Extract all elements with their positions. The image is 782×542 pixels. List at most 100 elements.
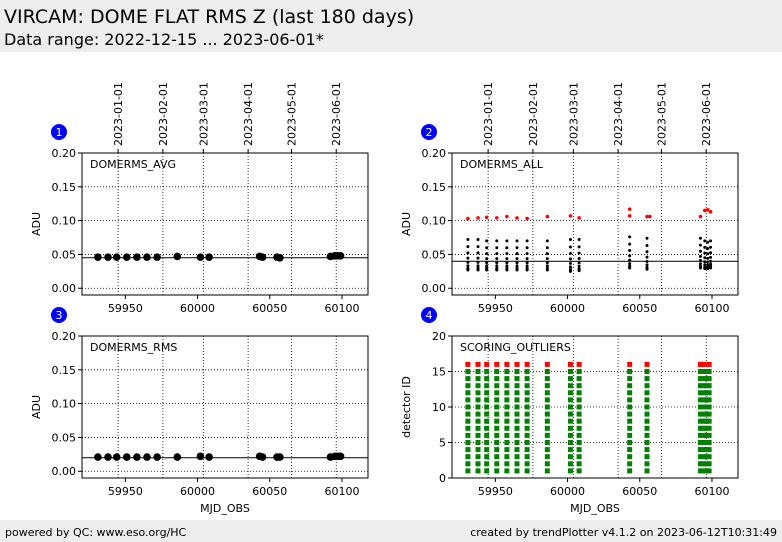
x-tick-label: 60050	[252, 485, 287, 498]
y-tick-label: 0.15	[422, 181, 447, 194]
detector-marker-good	[484, 468, 490, 474]
detector-marker-good	[697, 369, 703, 374]
detector-marker-good	[706, 418, 712, 424]
detector-marker-outlier	[706, 361, 712, 367]
data-point	[94, 453, 102, 461]
detector-marker-good	[494, 397, 500, 403]
detector-marker-good	[706, 454, 712, 460]
data-point	[476, 238, 480, 242]
x-tick-label: 59950	[108, 302, 143, 315]
data-point	[495, 246, 499, 250]
data-point	[258, 253, 267, 261]
date-tick-label: 2023-02-01	[527, 82, 540, 146]
detector-marker-good	[484, 454, 490, 460]
x-tick-label: 60050	[252, 302, 287, 315]
y-tick-label: 5	[439, 437, 446, 450]
data-point	[476, 245, 480, 249]
detector-marker-good	[644, 383, 650, 389]
detector-marker-good	[475, 447, 481, 453]
detector-marker-good	[484, 461, 490, 467]
detector-marker-good	[576, 440, 582, 445]
chart-panel-2: 0.00 0.05 0.10 0.15 0.20 59950 60000 60050 60100…	[400, 82, 739, 315]
chart-panel-3: 0.00 0.05 0.10 0.15 0.20 59950 60000 60050 60100…	[30, 307, 369, 515]
detector-marker-good	[544, 468, 550, 474]
detector-marker-good	[544, 369, 550, 374]
data-point	[515, 264, 519, 268]
detector-marker-good	[475, 404, 481, 410]
detector-marker-good	[524, 418, 530, 424]
detector-marker-good	[567, 425, 573, 431]
data-point	[698, 243, 702, 247]
detector-marker-good	[706, 376, 712, 382]
detector-marker-good	[706, 468, 712, 474]
x-tick-label: 60100	[325, 485, 360, 498]
data-point	[505, 246, 509, 250]
detector-marker-good	[524, 468, 530, 474]
data-point	[706, 240, 710, 244]
data-point	[495, 252, 499, 256]
detector-marker-good	[576, 383, 582, 389]
detector-marker-good	[627, 383, 633, 389]
data-point	[703, 265, 707, 269]
detector-marker-good	[544, 411, 550, 417]
data-point	[709, 262, 713, 266]
detector-marker-good	[465, 404, 471, 410]
detector-marker-good	[465, 454, 471, 460]
detector-marker-outlier	[524, 361, 530, 367]
detector-marker-good	[700, 461, 706, 467]
detector-marker-outlier	[697, 361, 703, 367]
footer-bar: powered by QC: www.eso.org/HC created by…	[0, 520, 782, 542]
data-point	[336, 251, 345, 260]
detector-marker-good	[544, 383, 550, 389]
data-point	[476, 256, 480, 260]
x-tick-label: 60100	[325, 302, 360, 315]
data-point	[706, 263, 710, 267]
panel-number-badge	[51, 307, 67, 323]
data-point	[577, 251, 581, 255]
detector-marker-good	[697, 397, 703, 403]
detector-marker-good	[514, 397, 520, 403]
detector-marker-good	[576, 376, 582, 382]
detector-marker-good	[627, 369, 633, 374]
data-point	[466, 266, 470, 270]
outlier-point	[505, 214, 509, 219]
panel-number-badge	[421, 307, 437, 323]
data-point	[698, 236, 702, 240]
detector-marker-good	[644, 432, 650, 438]
data-point	[545, 257, 549, 261]
detector-marker-good	[697, 376, 703, 382]
data-point	[645, 236, 649, 240]
detector-marker-outlier	[703, 361, 709, 367]
detector-marker-good	[494, 454, 500, 460]
data-point	[196, 253, 205, 261]
detector-marker-good	[567, 369, 573, 374]
detector-marker-good	[465, 440, 471, 445]
data-point	[122, 453, 131, 461]
detector-marker-good	[514, 411, 520, 417]
data-point	[495, 239, 499, 243]
detector-marker-outlier	[544, 361, 550, 367]
panel-label: DOMERMS_AVG	[90, 158, 176, 171]
detector-marker-good	[627, 447, 633, 453]
data-point	[545, 261, 549, 265]
data-point	[568, 238, 572, 242]
detector-marker-outlier	[465, 361, 471, 367]
date-tick-label: 2023-05-01	[285, 82, 298, 146]
data-point	[703, 239, 707, 243]
outlier-point	[627, 214, 632, 218]
detector-marker-good	[484, 425, 490, 431]
y-tick-label: 0.10	[52, 398, 77, 411]
detector-marker-good	[524, 461, 530, 467]
data-point	[709, 239, 713, 243]
panel-label: DOMERMS_RMS	[90, 341, 177, 354]
detector-marker-good	[703, 432, 709, 438]
data-point	[628, 235, 632, 239]
detector-marker-good	[644, 425, 650, 431]
detector-marker-good	[700, 390, 706, 396]
detector-marker-good	[524, 454, 530, 460]
detector-marker-good	[567, 376, 573, 382]
panel-number-badge	[51, 124, 67, 140]
detector-marker-good	[544, 432, 550, 438]
date-tick-label: 2023-06-01	[330, 82, 343, 146]
detector-marker-good	[544, 376, 550, 382]
